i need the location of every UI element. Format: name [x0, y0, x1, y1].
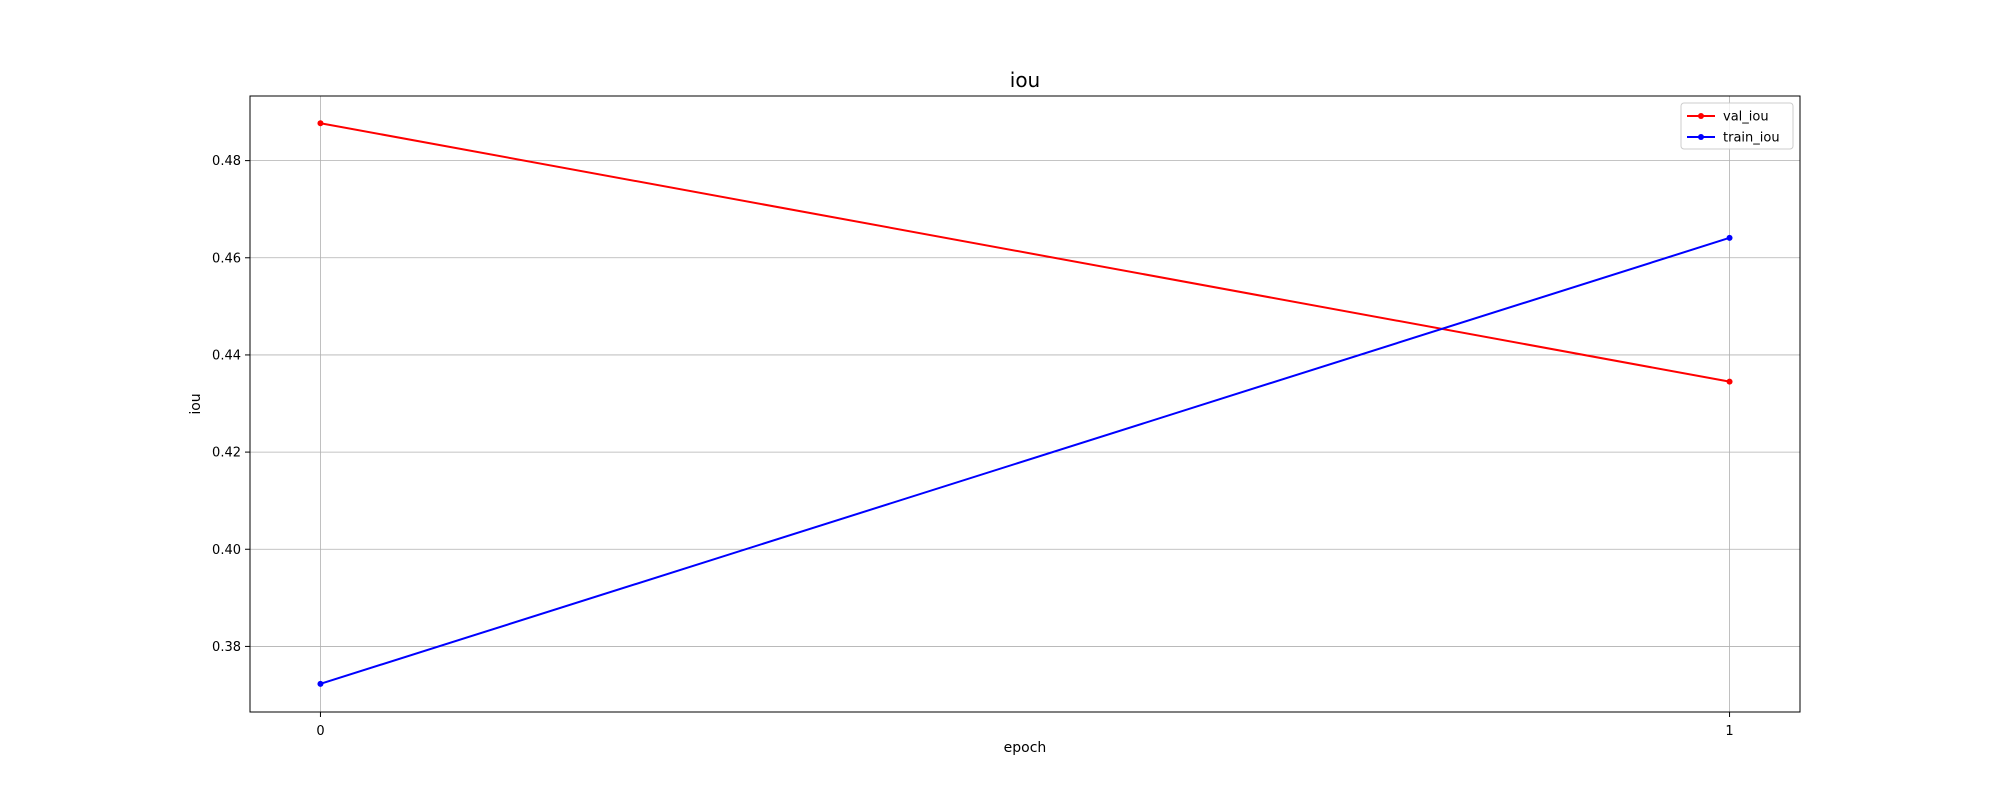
- chart-title: iou: [1010, 68, 1040, 92]
- y-tick-label: 0.44: [212, 348, 241, 363]
- data-point-val_iou: [1726, 378, 1733, 385]
- series-line-val_iou: [320, 122, 1730, 383]
- legend-marker-train_iou: [1698, 134, 1704, 140]
- y-tick-label: 0.46: [212, 251, 241, 266]
- data-point-train_iou: [317, 680, 324, 687]
- series-layer: [317, 120, 1733, 687]
- y-tick-label: 0.48: [212, 154, 241, 169]
- x-tick-label: 0: [316, 724, 324, 739]
- y-axis-title: iou: [188, 393, 204, 414]
- axis-ticks: 0 1 0.38 0.40 0.42 0.44 0.46 0.48: [212, 154, 1734, 739]
- plot-frame: [249, 95, 1801, 713]
- legend-label-train_iou: train_iou: [1723, 131, 1780, 146]
- y-tick-label: 0.40: [212, 543, 241, 558]
- y-tick-label: 0.42: [212, 446, 241, 461]
- legend-marker-val_iou: [1698, 113, 1704, 119]
- x-axis-title: epoch: [1004, 740, 1047, 756]
- series-line-train_iou: [320, 236, 1730, 685]
- data-point-train_iou: [1726, 234, 1733, 241]
- data-point-val_iou: [317, 120, 324, 127]
- y-tick-label: 0.38: [212, 640, 241, 655]
- x-tick-label: 1: [1725, 724, 1733, 739]
- legend-label-val_iou: val_iou: [1723, 110, 1769, 125]
- grid-lines: [250, 96, 1800, 712]
- legend: val_iou train_iou: [1680, 102, 1794, 150]
